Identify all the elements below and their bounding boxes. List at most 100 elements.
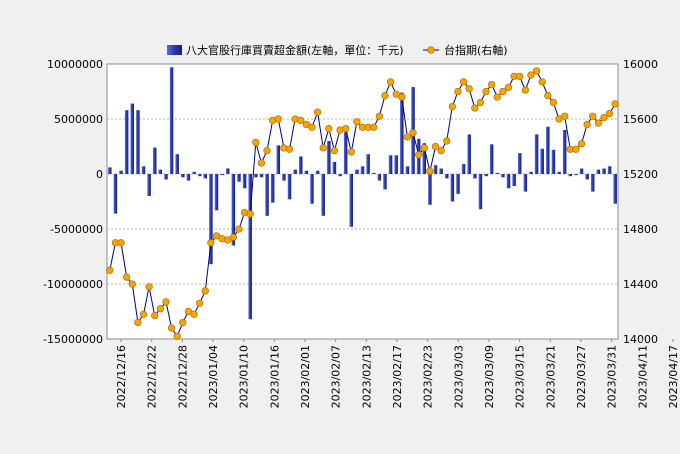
bar — [444, 174, 449, 179]
line-point — [437, 146, 445, 155]
line-point — [589, 112, 597, 120]
bar — [242, 174, 247, 189]
bar — [473, 174, 477, 179]
line-point — [577, 140, 586, 148]
line-point — [274, 115, 282, 123]
bar — [467, 134, 471, 174]
line-point — [605, 109, 614, 118]
bar — [579, 168, 584, 174]
bar — [428, 174, 432, 205]
y-left-tick-label: -10000000 — [43, 278, 103, 291]
bar — [602, 168, 606, 174]
bar — [282, 174, 286, 181]
bar — [422, 143, 427, 174]
line-point — [139, 310, 148, 318]
bar — [400, 92, 404, 174]
x-tick-label: 2023/04/11 — [636, 345, 649, 408]
line-point — [386, 78, 395, 86]
bar — [517, 153, 522, 174]
x-tick-label: 2023/01/04 — [207, 345, 220, 408]
x-tick-label: 2023/01/16 — [268, 345, 281, 408]
line-point — [381, 91, 389, 100]
bar — [164, 174, 168, 180]
line-point — [123, 273, 131, 281]
line-point — [285, 145, 294, 153]
bar — [321, 174, 325, 216]
legend-label-line: 台指期(右軸) — [444, 43, 508, 57]
line-point — [499, 87, 507, 96]
x-tick-label: 2023/02/13 — [360, 345, 373, 408]
line-point — [167, 324, 176, 332]
bar — [254, 174, 258, 178]
line-point — [128, 280, 136, 288]
bar — [534, 134, 539, 174]
bar — [585, 174, 589, 180]
line-point — [527, 71, 535, 79]
y-right-tick-label: 16000 — [623, 58, 658, 71]
line-point — [544, 91, 552, 100]
bar — [119, 170, 123, 174]
line-point — [572, 145, 580, 153]
line-point — [229, 233, 237, 241]
line-point — [347, 148, 355, 156]
line-point — [549, 98, 558, 107]
x-tick-label: 2023/04/17 — [667, 345, 680, 408]
line-point — [313, 108, 322, 116]
line-point — [538, 78, 546, 86]
bar — [293, 169, 297, 174]
y-right-tick-label: 15600 — [623, 113, 658, 126]
line-point — [594, 119, 602, 127]
line-point — [370, 123, 378, 131]
line-point — [106, 266, 114, 274]
bar — [169, 67, 174, 174]
bar — [287, 174, 292, 200]
bar — [152, 147, 157, 174]
bar — [276, 145, 281, 174]
legend-bar-swatch — [167, 45, 182, 55]
bar — [394, 155, 398, 174]
x-tick-label: 2023/03/21 — [544, 345, 557, 408]
bar — [248, 174, 252, 320]
bar — [259, 174, 264, 178]
line-point — [398, 93, 406, 101]
bar — [141, 166, 146, 174]
line-point — [493, 93, 501, 101]
bar — [192, 171, 196, 174]
bar — [489, 144, 494, 174]
y-right-tick-label: 14000 — [623, 333, 658, 346]
bar — [310, 174, 314, 204]
bar — [113, 174, 118, 214]
bar — [512, 174, 516, 187]
line-point — [207, 239, 215, 247]
line-point — [235, 225, 243, 233]
bar — [147, 174, 151, 196]
line-point — [443, 137, 451, 145]
x-tick-label: 2022/12/22 — [146, 345, 159, 408]
x-tick-label: 2022/12/16 — [115, 345, 128, 408]
bar — [495, 172, 500, 174]
bar — [332, 161, 337, 174]
bar — [136, 110, 140, 174]
bar — [506, 174, 511, 189]
bar — [130, 103, 135, 174]
bar — [270, 174, 275, 203]
bar — [478, 174, 483, 210]
bar — [456, 174, 460, 194]
bar — [461, 164, 466, 174]
bar — [355, 169, 359, 174]
bar — [265, 174, 269, 216]
line-point — [190, 310, 198, 318]
line-point — [342, 124, 350, 133]
bar — [158, 169, 163, 174]
y-right-tick-label: 15200 — [623, 168, 658, 181]
bar — [433, 165, 438, 174]
bar — [108, 167, 112, 174]
line-point — [325, 124, 333, 133]
bar — [383, 174, 387, 190]
line-point — [415, 151, 423, 159]
y-left-tick-label: -5000000 — [50, 223, 103, 236]
line-point — [353, 118, 361, 126]
line-point — [196, 299, 204, 307]
